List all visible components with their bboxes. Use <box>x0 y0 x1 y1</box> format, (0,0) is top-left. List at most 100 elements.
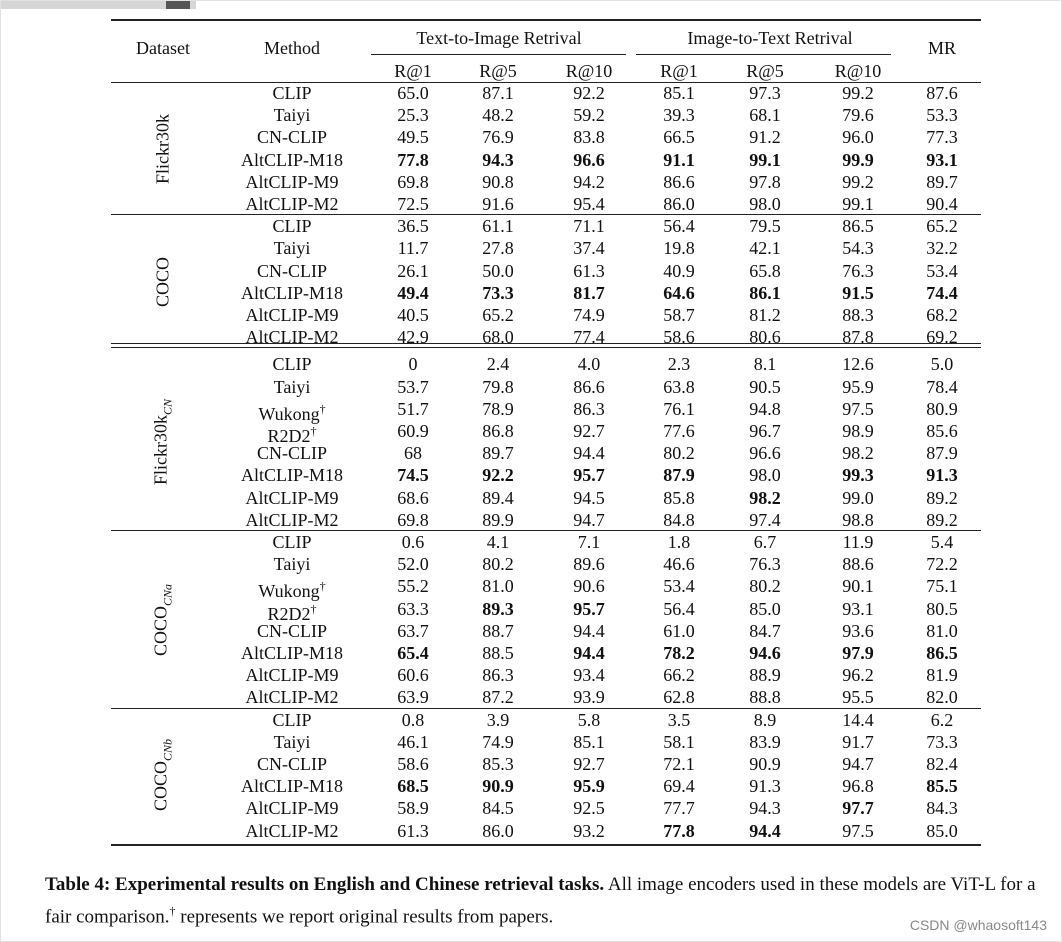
method: Wukong† <box>212 575 372 602</box>
value: 86.3 <box>573 398 605 419</box>
value: 86.5 <box>926 643 958 663</box>
dataset-label: COCO <box>153 257 174 307</box>
value: 91.2 <box>749 127 781 148</box>
rule <box>111 343 981 345</box>
value: 0 <box>408 354 418 375</box>
method-name: R2D2 <box>267 603 311 624</box>
value: 46.6 <box>663 554 695 575</box>
method: AltCLIP-M9 <box>212 171 372 193</box>
method-mark: † <box>310 424 317 438</box>
value: 60.6 <box>397 665 429 686</box>
value: 98.0 <box>749 194 781 214</box>
header-metric: R@1 <box>660 61 698 81</box>
value: 95.7 <box>573 465 605 486</box>
value: 78.2 <box>663 643 695 663</box>
value: 95.5 <box>842 687 874 708</box>
value: 85.3 <box>482 754 514 774</box>
value: 89.9 <box>482 509 514 530</box>
value: 90.6 <box>573 576 605 597</box>
method: CN-CLIP <box>212 126 372 148</box>
method: Taiyi <box>212 731 372 753</box>
header-metric: R@1 <box>394 61 432 81</box>
value: 98.0 <box>749 465 781 486</box>
method-name: CLIP <box>272 709 312 730</box>
method: R2D2† <box>212 420 372 447</box>
value: 14.4 <box>842 709 874 730</box>
method: AltCLIP-M2 <box>212 686 372 708</box>
caption-label: Table 4: <box>45 874 111 895</box>
value: 73.3 <box>482 282 514 303</box>
value: 85.1 <box>663 83 695 103</box>
value: 89.7 <box>926 171 958 192</box>
value: 58.6 <box>663 327 695 348</box>
value: 86.8 <box>482 421 514 441</box>
value: 58.7 <box>663 305 695 325</box>
value: 59.2 <box>573 105 605 126</box>
value: 79.6 <box>842 105 874 126</box>
value: 5.4 <box>930 532 954 552</box>
value: 56.4 <box>663 598 695 619</box>
method: AltCLIP-M18 <box>212 282 372 304</box>
value: 74.5 <box>397 465 429 486</box>
method: AltCLIP-M9 <box>212 487 372 509</box>
method-name: AltCLIP-M9 <box>245 487 339 508</box>
value: 92.7 <box>573 754 605 774</box>
header-metric: R@5 <box>479 61 517 81</box>
method: CLIP <box>212 215 372 237</box>
value: 89.2 <box>926 509 958 530</box>
dataset-sub: CNb <box>160 739 175 762</box>
rule <box>111 707 981 709</box>
value: 97.9 <box>842 643 874 663</box>
value: 66.5 <box>663 127 695 148</box>
value: 66.2 <box>663 665 695 686</box>
value: 81.0 <box>926 620 958 641</box>
value: 94.6 <box>749 643 781 663</box>
value: 4.1 <box>486 532 510 552</box>
value: 63.3 <box>397 598 429 619</box>
value: 89.7 <box>482 443 514 464</box>
value: 96.6 <box>749 443 781 464</box>
value: 84.8 <box>663 509 695 530</box>
value: 78.4 <box>926 376 958 397</box>
value: 80.5 <box>926 598 958 619</box>
method-name: AltCLIP-M9 <box>245 665 339 686</box>
value: 53.7 <box>397 376 429 397</box>
value: 63.9 <box>397 687 429 708</box>
value: 79.8 <box>482 376 514 397</box>
header-method: Method <box>264 38 320 58</box>
value: 89.6 <box>573 554 605 575</box>
method-name: AltCLIP-M18 <box>240 465 343 486</box>
method-name: CLIP <box>272 354 312 375</box>
value: 77.8 <box>663 820 695 841</box>
value: 49.5 <box>397 127 429 148</box>
value: 61.3 <box>397 820 429 841</box>
method: CLIP <box>212 531 372 553</box>
value: 76.3 <box>842 260 874 281</box>
value: 65.2 <box>482 305 514 325</box>
value: 94.4 <box>573 443 605 464</box>
value: 91.7 <box>842 731 874 752</box>
value: 68.6 <box>397 487 429 508</box>
value: 97.7 <box>842 798 874 819</box>
caption-dagger: † <box>169 904 176 918</box>
method-name: AltCLIP-M9 <box>245 171 339 192</box>
rule <box>111 347 981 349</box>
method-name: Wukong <box>258 581 320 602</box>
value: 85.5 <box>926 776 958 797</box>
value: 50.0 <box>482 260 514 281</box>
value: 85.6 <box>926 421 958 441</box>
value: 53.4 <box>926 260 958 281</box>
value: 91.6 <box>482 194 514 214</box>
dataset-label: COCOCNb <box>151 739 176 811</box>
value: 48.2 <box>482 105 514 126</box>
value: 75.1 <box>926 576 958 597</box>
value: 86.3 <box>482 665 514 686</box>
value: 89.2 <box>926 487 958 508</box>
value: 69.8 <box>397 171 429 192</box>
value: 81.9 <box>926 665 958 686</box>
value: 90.8 <box>482 171 514 192</box>
value: 11.9 <box>842 532 874 552</box>
method-name: AltCLIP-M18 <box>240 282 343 303</box>
value: 61.1 <box>482 216 514 237</box>
value: 77.6 <box>663 421 695 441</box>
